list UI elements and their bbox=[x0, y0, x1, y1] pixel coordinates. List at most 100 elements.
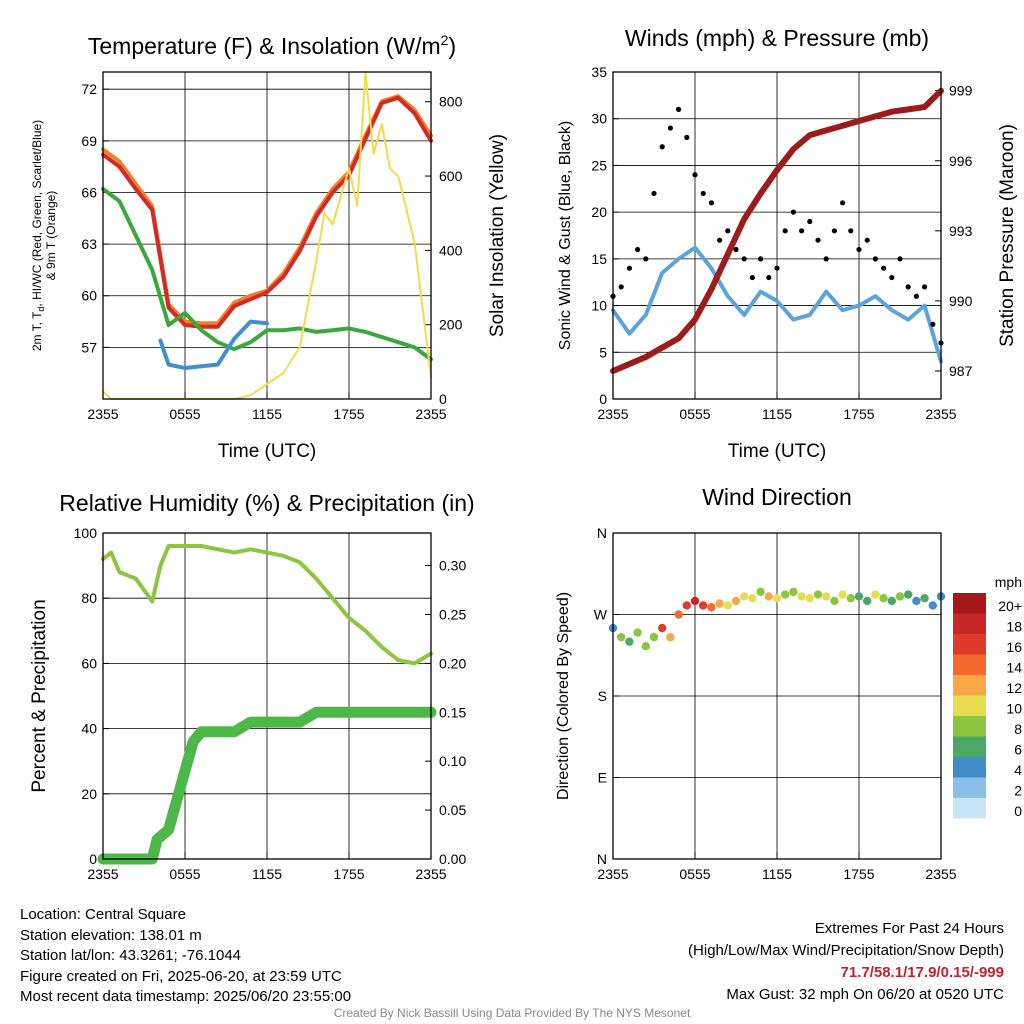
x-tick-label: 1755 bbox=[333, 866, 364, 882]
legend-swatch bbox=[953, 613, 986, 634]
y-tick-label: 66 bbox=[81, 184, 97, 200]
y2-tick-label: 200 bbox=[439, 317, 463, 333]
gust-point bbox=[717, 237, 723, 243]
gust-point bbox=[700, 190, 706, 197]
series-line-2 bbox=[101, 187, 433, 362]
gust-point bbox=[872, 256, 879, 262]
y-tick-label: N bbox=[597, 525, 607, 541]
y2-tick-label: 987 bbox=[949, 363, 973, 379]
gust-point bbox=[922, 284, 928, 290]
gust-point bbox=[913, 293, 920, 299]
legend-label: 4 bbox=[1014, 762, 1022, 778]
legend-label: 18 bbox=[1006, 619, 1022, 635]
y2-tick-label: 600 bbox=[439, 168, 463, 184]
gust-point bbox=[635, 246, 641, 253]
wind-direction-point bbox=[641, 641, 650, 651]
station-info: Location: Central Square Station elevati… bbox=[20, 905, 351, 1008]
max-gust-text: Max Gust: 32 mph On 06/20 at 0520 UTC bbox=[726, 986, 1004, 1003]
y-tick-label: 60 bbox=[81, 288, 97, 304]
y-tick-label: 25 bbox=[591, 157, 607, 173]
gust-point bbox=[741, 256, 747, 262]
chart-panel-1: 2355 0555 1155 1755 235505101520253035987990… bbox=[557, 25, 1018, 462]
wind-direction-point bbox=[846, 594, 855, 603]
gust-point bbox=[831, 228, 838, 234]
x-tick-label: 2355 bbox=[87, 866, 118, 882]
wind-direction-point bbox=[887, 596, 896, 606]
y2-tick-label: 999 bbox=[949, 83, 973, 99]
x-tick-label: 1155 bbox=[762, 406, 792, 422]
wind-direction-point bbox=[904, 590, 913, 599]
y-tick-label: 0 bbox=[599, 391, 607, 407]
y-tick-label: 100 bbox=[74, 525, 98, 541]
x-tick-label: 2355 bbox=[597, 406, 628, 422]
wind-direction-point bbox=[772, 594, 782, 603]
gust-point bbox=[790, 209, 797, 215]
gust-point bbox=[725, 228, 731, 234]
chart-title: Wind Direction bbox=[702, 484, 852, 510]
gust-point bbox=[667, 125, 674, 131]
y-tick-label: 35 bbox=[591, 64, 607, 80]
y-tick-label: 30 bbox=[591, 111, 607, 127]
x-tick-label: 0555 bbox=[679, 406, 710, 422]
legend-title: mph bbox=[995, 574, 1022, 590]
x-tick-label: 1155 bbox=[762, 866, 792, 882]
gust-point bbox=[905, 284, 911, 290]
y-tick-label: 5 bbox=[599, 344, 607, 360]
plot-frame bbox=[102, 532, 432, 860]
plot-frame bbox=[612, 71, 942, 400]
wind-direction-point bbox=[649, 632, 659, 642]
wind-direction-point bbox=[764, 592, 773, 601]
gust-point bbox=[651, 190, 657, 197]
legend-label: 0 bbox=[1014, 803, 1022, 819]
x-tick-label: 2355 bbox=[597, 866, 628, 882]
y-tick-label: 0 bbox=[89, 851, 97, 867]
wind-direction-point bbox=[912, 596, 921, 606]
gust-point bbox=[659, 144, 665, 150]
x-tick-label: 1155 bbox=[252, 406, 282, 422]
wind-direction-point bbox=[715, 599, 724, 608]
chart-panel-2: 2355 0555 1155 1755 23550204060801000.000.05… bbox=[29, 490, 475, 882]
y-tick-label: 60 bbox=[81, 655, 97, 671]
chart-title: Winds (mph) & Pressure (mb) bbox=[625, 25, 929, 51]
wind-direction-point bbox=[617, 632, 626, 642]
wind-direction-point bbox=[690, 596, 700, 606]
legend-label: 10 bbox=[1006, 701, 1022, 717]
y-tick-label: 20 bbox=[81, 786, 97, 802]
y-axis-label-left-line2: & 9m T (Orange) bbox=[44, 191, 58, 281]
wind-direction-point bbox=[838, 590, 847, 599]
y2-tick-label: 0.10 bbox=[439, 753, 466, 769]
wind-direction-point bbox=[871, 590, 880, 599]
wind-direction-point bbox=[928, 601, 937, 610]
x-axis-label: Time (UTC) bbox=[218, 441, 317, 462]
gust-point bbox=[889, 274, 895, 281]
wind-direction-point bbox=[674, 610, 683, 619]
wind-direction-point bbox=[805, 594, 814, 603]
gust-point bbox=[766, 274, 772, 281]
legend-swatch bbox=[953, 716, 986, 737]
wind-direction-point bbox=[822, 592, 831, 601]
y-tick-label: 20 bbox=[591, 204, 607, 220]
y2-tick-label: 800 bbox=[439, 94, 463, 110]
gust-point bbox=[708, 200, 715, 206]
legend-swatch bbox=[953, 634, 986, 655]
gust-point bbox=[807, 218, 813, 225]
legend-swatch bbox=[953, 757, 986, 778]
gust-point bbox=[618, 284, 624, 290]
gust-point bbox=[758, 256, 764, 262]
legend-label: 6 bbox=[1014, 742, 1022, 758]
y-axis-label-left: 2m T, Td, HI/WC (Red, Green, Scarlet/Blu… bbox=[30, 120, 46, 351]
legend-swatch bbox=[953, 798, 986, 819]
wind-direction-point bbox=[633, 628, 642, 637]
x-tick-label: 2355 bbox=[925, 406, 956, 422]
gust-point bbox=[643, 256, 649, 262]
wind-direction-point bbox=[879, 594, 888, 603]
y-tick-label: 10 bbox=[591, 298, 607, 314]
legend-swatch bbox=[953, 736, 986, 757]
y2-tick-label: 993 bbox=[949, 223, 973, 239]
y-tick-label: 15 bbox=[591, 251, 607, 267]
x-tick-label: 2355 bbox=[925, 866, 956, 882]
extremes-panel: Extremes For Past 24 Hours (High/Low/Max… bbox=[688, 918, 1004, 1006]
created-text: Figure created on Fri, 2025-06-20, at 23… bbox=[20, 967, 342, 985]
x-axis-label: Time (UTC) bbox=[728, 441, 827, 462]
